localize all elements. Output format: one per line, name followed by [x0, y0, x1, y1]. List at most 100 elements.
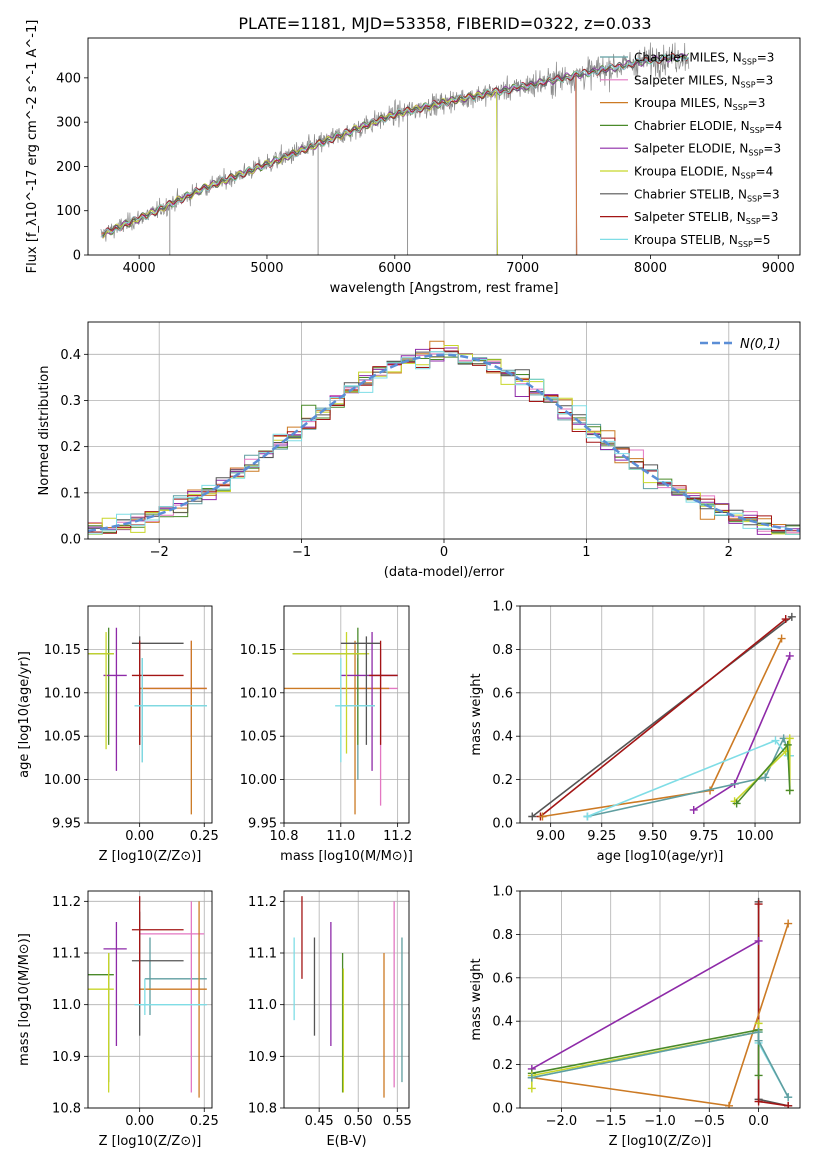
- legend-label: N(0,1): [740, 337, 781, 352]
- plus-marker: [787, 612, 796, 621]
- y-tick-label: 9.95: [248, 817, 277, 832]
- x-axis-label: Z [log10(Z/Z⊙)]: [99, 1134, 202, 1149]
- plus-marker: [538, 812, 547, 821]
- x-tick-label: −2: [150, 545, 169, 560]
- mass-weight-line: [693, 655, 791, 811]
- legend-label-value: =4: [765, 119, 783, 133]
- x-tick-label: 9.00: [536, 829, 565, 844]
- x-tick-label: 11.2: [383, 829, 412, 844]
- mass-weight-line: [531, 1023, 760, 1089]
- y-tick-label: 100: [56, 204, 81, 219]
- plus-marker: [528, 812, 537, 821]
- legend-label: Kroupa ELODIE, NSSP=4: [634, 165, 773, 181]
- x-axis-label: Z [log10(Z/Z⊙)]: [99, 849, 202, 864]
- histogram-kroupa-stelib: [88, 351, 800, 535]
- y-tick-label: 1.0: [492, 885, 513, 900]
- legend-subscript: SSP: [741, 80, 756, 89]
- plot-area: [284, 627, 398, 815]
- plot-area: [527, 897, 793, 1108]
- y-tick-label: 0.0: [492, 817, 513, 832]
- legend-subscript: SSP: [741, 172, 756, 181]
- x-tick-label: 5000: [250, 261, 283, 276]
- legend-subscript: SSP: [738, 240, 753, 249]
- plus-marker: [771, 736, 780, 745]
- plus-marker: [784, 1101, 793, 1108]
- figure-title: PLATE=1181, MJD=53358, FIBERID=0322, z=0…: [238, 14, 651, 33]
- x-axis-label: (data-model)/error: [384, 565, 505, 580]
- x-tick-label: 10.00: [736, 829, 773, 844]
- y-tick-label: 0.4: [492, 730, 513, 745]
- axes-frame: [87, 890, 213, 1109]
- model-spectrum-chabrier-elodie: [101, 52, 690, 236]
- x-tick-label: 7000: [506, 261, 539, 276]
- legend-label: Kroupa STELIB, NSSP=5: [634, 233, 771, 249]
- legend-subscript: SSP: [742, 58, 757, 67]
- mass-weight-line: [531, 940, 759, 1070]
- y-tick-label: 10.8: [248, 1102, 277, 1117]
- y-tick-label: 11.0: [52, 998, 81, 1013]
- plot-area: [100, 42, 690, 255]
- y-tick-label: 11.1: [248, 947, 277, 962]
- legend-subscript: SSP: [748, 149, 763, 158]
- y-axis-label: Normed distribution: [37, 366, 52, 496]
- x-tick-label: 0.00: [125, 1114, 154, 1129]
- y-tick-label: 10.9: [248, 1050, 277, 1065]
- y-axis-label: mass weight: [469, 673, 484, 755]
- y-tick-label: 0.8: [492, 643, 513, 658]
- y-tick-label: 0.6: [492, 686, 513, 701]
- axes-frame: [519, 890, 801, 1109]
- y-tick-label: 11.2: [52, 895, 81, 910]
- x-tick-label: 10.8: [270, 829, 299, 844]
- y-tick-label: 200: [56, 160, 81, 175]
- x-axis-label: mass [log10(M/M⊙)]: [280, 849, 413, 864]
- axes-frame: [87, 321, 801, 540]
- mass-weight-line: [531, 616, 793, 818]
- y-tick-label: 10.15: [240, 643, 277, 658]
- plus-marker: [527, 1084, 536, 1093]
- mass-vs-metallicity-plot: 0.00 0.25 10.8 10.9 11.0 11.1 11.2 Z [log10(Z/Z…: [17, 890, 219, 1149]
- y-tick-label: 10.15: [44, 643, 81, 658]
- y-tick-label: 0.0: [60, 533, 81, 548]
- x-tick-label: 4000: [123, 261, 156, 276]
- x-tick-label: 0.0: [748, 1114, 769, 1129]
- x-tick-label: 0.55: [383, 1114, 412, 1129]
- legend-subscript: SSP: [747, 194, 762, 203]
- legend-label-value: =4: [756, 165, 774, 179]
- plus-marker: [784, 919, 793, 928]
- y-tick-label: 10.05: [44, 730, 81, 745]
- y-tick-label: 11.2: [248, 895, 277, 910]
- legend-label-value: =3: [762, 187, 780, 201]
- x-tick-label: 11.0: [326, 829, 355, 844]
- x-tick-label: −1.0: [644, 1114, 676, 1129]
- x-tick-label: −1: [292, 545, 311, 560]
- plus-marker: [754, 936, 763, 945]
- x-tick-label: −2.0: [546, 1114, 578, 1129]
- y-tick-label: 0.3: [60, 394, 81, 409]
- legend-label: Kroupa MILES, NSSP=3: [634, 96, 765, 112]
- plus-marker: [777, 634, 786, 643]
- y-tick-label: 0.8: [492, 928, 513, 943]
- y-tick-label: 0.2: [492, 1058, 513, 1073]
- plus-marker: [754, 1028, 763, 1037]
- plus-marker: [754, 1019, 763, 1028]
- legend-label: Salpeter STELIB, NSSP=3: [634, 210, 778, 226]
- y-tick-label: 0.6: [492, 971, 513, 986]
- model-spectrum-kroupa-stelib: [103, 54, 689, 234]
- y-tick-label: 0: [73, 249, 81, 264]
- plus-marker: [754, 900, 763, 909]
- legend-subscript: SSP: [733, 103, 748, 112]
- mass-vs-ebv-plot: 0.45 0.50 0.55 10.8 10.9 11.0 11.1 11.2 E(B-V): [248, 890, 412, 1149]
- y-tick-label: 0.1: [60, 486, 81, 501]
- y-tick-label: 0.4: [60, 348, 81, 363]
- spectrum-plot: 4000 5000 6000 7000 8000 9000 0 100 200 300 400 wav…: [25, 20, 801, 296]
- plus-marker: [754, 1071, 763, 1080]
- age-vs-metallicity-plot: 0.00 0.25 9.95 10.00 10.05 10.10 10.15 Z [log10…: [17, 605, 219, 864]
- x-axis-label: wavelength [Angstrom, rest frame]: [330, 281, 559, 296]
- grid-lines: [284, 891, 409, 1109]
- x-tick-label: 9.50: [638, 829, 667, 844]
- x-tick-label: 0.25: [190, 829, 219, 844]
- plus-marker: [783, 740, 792, 749]
- x-tick-label: 0.45: [305, 1114, 334, 1129]
- model-spectrum-kroupa-miles: [101, 70, 578, 255]
- x-tick-label: 0.50: [344, 1114, 373, 1129]
